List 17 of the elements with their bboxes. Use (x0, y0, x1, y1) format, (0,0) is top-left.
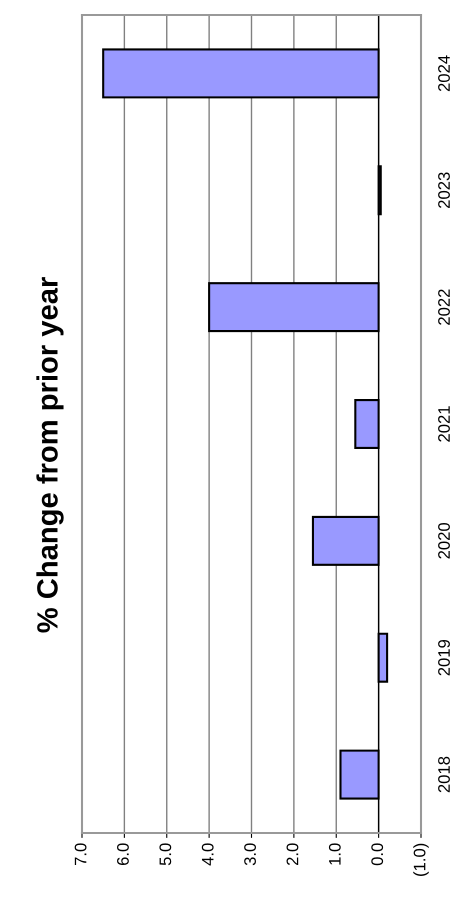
y-tick-label: 2022 (438, 289, 450, 325)
x-tick-label: 6.0 (117, 843, 129, 866)
y-tick-label: 2018 (438, 756, 450, 792)
y-tick-label: 2020 (438, 522, 450, 559)
x-tick-label: 2.0 (286, 843, 298, 866)
x-tick-label: 4.0 (202, 843, 214, 866)
text: % Change from prior year (36, 277, 64, 633)
x-tick-label: 7.0 (74, 843, 86, 866)
x-tick-label: (1.0) (413, 844, 429, 876)
x-tick-label: 1.0 (328, 843, 341, 865)
x-tick-label: 5.0 (159, 843, 172, 866)
x-tick-label: 0.0 (371, 843, 384, 866)
y-tick-label: 2024 (438, 55, 450, 92)
y-tick-label: 2021 (438, 406, 450, 442)
x-tick-label: 3.0 (244, 843, 256, 866)
y-tick-label: 2019 (438, 640, 450, 676)
y-tick-label: 2023 (438, 172, 450, 208)
